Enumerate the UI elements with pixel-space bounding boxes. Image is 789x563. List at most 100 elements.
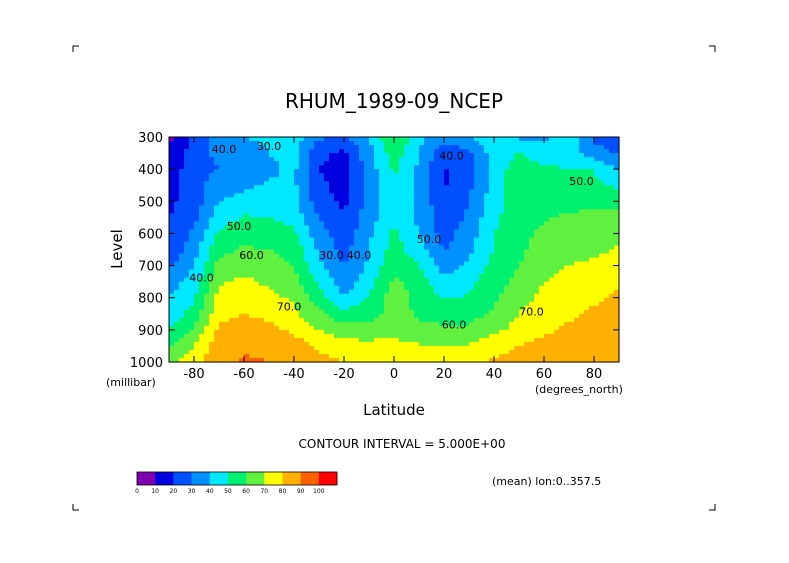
field-cell	[369, 249, 375, 255]
field-cell	[264, 261, 270, 267]
field-cell	[279, 261, 285, 267]
field-cell	[189, 289, 195, 295]
field-cell	[504, 325, 510, 331]
field-cell	[454, 157, 460, 162]
field-cell	[364, 165, 370, 170]
field-cell	[604, 189, 610, 194]
field-cell	[299, 161, 305, 166]
field-cell	[289, 273, 295, 279]
field-cell	[504, 337, 510, 343]
field-cell	[184, 357, 190, 363]
field-cell	[254, 329, 260, 335]
field-cell	[579, 345, 585, 351]
field-cell	[299, 177, 305, 182]
field-cell	[184, 157, 190, 162]
field-cell	[454, 261, 460, 267]
field-cell	[464, 209, 470, 214]
field-cell	[299, 145, 305, 150]
field-cell	[504, 137, 510, 142]
field-cell	[484, 313, 490, 319]
field-cell	[554, 341, 560, 347]
field-cell	[339, 217, 345, 222]
field-cell	[614, 273, 620, 279]
field-cell	[339, 341, 345, 347]
field-cell	[184, 253, 190, 259]
field-cell	[234, 229, 240, 235]
field-cell	[219, 233, 225, 239]
field-cell	[254, 309, 260, 315]
field-cell	[594, 285, 600, 291]
field-cell	[419, 253, 425, 259]
field-cell	[464, 181, 470, 186]
field-cell	[364, 269, 370, 275]
field-cell	[549, 253, 555, 259]
field-cell	[309, 209, 315, 214]
field-cell	[404, 209, 410, 214]
field-cell	[319, 137, 325, 142]
field-cell	[409, 193, 415, 198]
field-cell	[489, 185, 495, 190]
field-cell	[354, 181, 360, 186]
field-cell	[239, 181, 245, 186]
field-cell	[459, 145, 465, 150]
field-cell	[389, 265, 395, 271]
field-cell	[199, 357, 205, 363]
field-cell	[469, 333, 475, 339]
field-cell	[579, 269, 585, 275]
field-cell	[604, 233, 610, 239]
field-cell	[234, 197, 240, 202]
field-cell	[404, 245, 410, 251]
field-cell	[349, 281, 355, 287]
field-cell	[594, 301, 600, 307]
field-cell	[454, 165, 460, 170]
field-cell	[394, 197, 400, 202]
field-cell	[339, 265, 345, 271]
field-cell	[379, 237, 385, 243]
field-cell	[354, 353, 360, 359]
field-cell	[169, 205, 175, 210]
field-cell	[264, 141, 270, 146]
field-cell	[514, 265, 520, 271]
field-cell	[524, 329, 530, 335]
field-cell	[169, 229, 175, 235]
field-cell	[599, 177, 605, 182]
field-cell	[359, 349, 365, 355]
field-cell	[474, 285, 480, 291]
field-cell	[584, 189, 590, 194]
field-cell	[354, 257, 360, 263]
field-cell	[359, 197, 365, 202]
field-cell	[214, 293, 220, 299]
field-cell	[169, 137, 175, 142]
field-cell	[339, 317, 345, 323]
field-cell	[174, 229, 180, 235]
field-cell	[409, 269, 415, 275]
field-cell	[534, 249, 540, 255]
field-cell	[274, 249, 280, 255]
field-cell	[314, 153, 320, 158]
field-cell	[359, 245, 365, 251]
field-cell	[329, 245, 335, 251]
field-cell	[609, 265, 615, 271]
field-cell	[574, 285, 580, 291]
field-cell	[319, 225, 325, 231]
field-cell	[229, 209, 235, 214]
field-cell	[459, 341, 465, 347]
field-cell	[239, 341, 245, 347]
field-cell	[374, 149, 380, 154]
field-cell	[344, 229, 350, 235]
field-cell	[539, 321, 545, 327]
field-cell	[399, 269, 405, 275]
field-cell	[304, 141, 310, 146]
field-cell	[284, 217, 290, 222]
field-cell	[364, 345, 370, 351]
field-cell	[219, 217, 225, 222]
field-cell	[189, 269, 195, 275]
field-cell	[349, 237, 355, 243]
field-cell	[329, 329, 335, 335]
field-cell	[424, 257, 430, 263]
field-cell	[384, 341, 390, 347]
field-cell	[499, 153, 505, 158]
field-cell	[454, 321, 460, 327]
field-cell	[554, 313, 560, 319]
field-cell	[519, 333, 525, 339]
